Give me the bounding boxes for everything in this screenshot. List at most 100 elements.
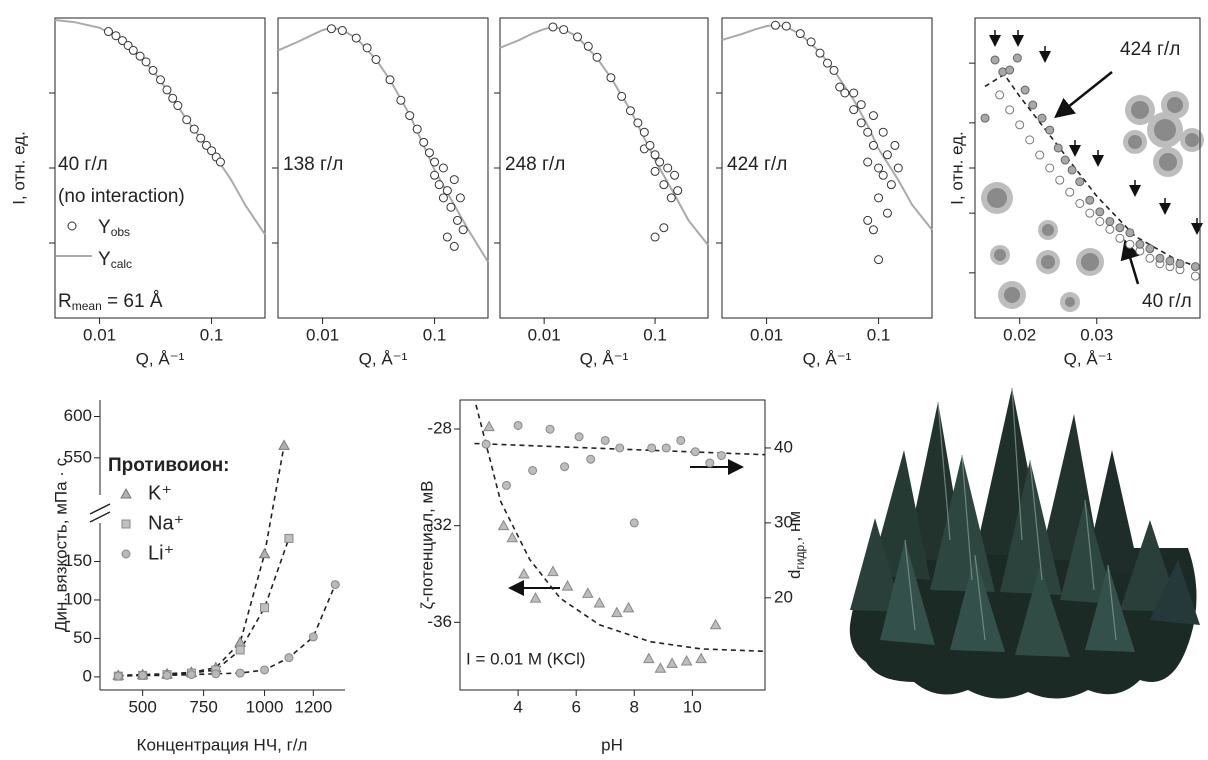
circle-marker [442, 232, 452, 242]
y-tick-label: 100 [64, 589, 92, 608]
circle-marker [1155, 253, 1165, 263]
circle-marker [574, 432, 584, 442]
circle-marker [633, 118, 643, 128]
circle-marker [559, 25, 569, 35]
y2-label-text: d [785, 570, 804, 579]
x-tick-label: 0.1 [423, 325, 447, 344]
circle-marker [795, 29, 805, 39]
circle-marker [455, 193, 465, 203]
circle-marker [396, 95, 406, 105]
circle-marker [438, 163, 448, 173]
triangle-marker [611, 606, 623, 618]
circle-marker [330, 580, 340, 590]
circle-marker [600, 435, 610, 445]
circle-marker [868, 111, 878, 121]
circle-marker [182, 115, 192, 125]
y2-tick-label: 30 [774, 512, 793, 531]
fit-line [277, 26, 489, 263]
circle-marker [856, 118, 866, 128]
circle-marker [458, 225, 468, 235]
circle-marker [186, 670, 196, 680]
circle-marker [639, 127, 649, 137]
circle-marker [863, 157, 873, 167]
fit-line [721, 23, 933, 231]
circle-marker [886, 180, 896, 190]
legend-text: Y [98, 249, 111, 270]
circle-marker [201, 140, 211, 150]
circle-marker [629, 518, 639, 528]
y-tick-label: 150 [64, 551, 92, 570]
circle-marker [138, 670, 148, 680]
y-tick-label: -32 [427, 515, 452, 534]
circle-marker [1075, 198, 1085, 208]
circle-marker [1055, 175, 1065, 185]
circle-marker [615, 443, 625, 453]
circle-marker [690, 447, 700, 457]
circle-marker [117, 36, 127, 46]
circle-marker [1190, 262, 1200, 272]
circle-marker [371, 54, 381, 64]
y2-tick-label: 40 [774, 437, 793, 456]
annotation: 40 г/л [58, 154, 108, 175]
circle-marker [625, 106, 635, 116]
legend-entry: Ycalc [98, 249, 132, 271]
plot-frame [459, 399, 766, 691]
triangle-marker [529, 592, 542, 603]
triangle-marker [506, 531, 519, 543]
circle-marker [560, 462, 570, 472]
circle-marker [121, 549, 131, 559]
circle-marker [650, 232, 660, 242]
circle-marker [716, 450, 726, 460]
circle-marker [326, 24, 336, 34]
circle-marker [1145, 253, 1155, 263]
square-marker [260, 603, 270, 613]
fit-line [499, 25, 709, 246]
x-tick-label: 0.01 [528, 325, 561, 344]
circle-marker [430, 170, 440, 180]
x-tick-label: 0.03 [1080, 325, 1113, 344]
legend-entry: Na⁺ [148, 512, 184, 534]
circle-marker [1037, 113, 1047, 123]
triangle-marker [561, 580, 574, 591]
triangle-marker [278, 439, 290, 450]
triangle-marker [581, 587, 594, 598]
circle-marker [449, 241, 459, 251]
triangle-marker [666, 657, 678, 668]
circle-marker [113, 671, 123, 681]
y-axis-label: ζ-потенциал, мВ [417, 481, 436, 610]
circle-marker [863, 127, 873, 137]
radius-label: Rmean = 61 Å [58, 291, 163, 313]
circle-marker [673, 186, 683, 196]
circle-marker [1005, 65, 1015, 75]
y-tick-label: -36 [427, 612, 452, 631]
triangle-marker [234, 636, 247, 647]
circle-marker [868, 225, 878, 235]
legend-text: Y [98, 217, 111, 238]
y2-tick-label: 20 [774, 587, 793, 606]
circle-marker [617, 91, 627, 101]
legend-entry: Li⁺ [148, 542, 174, 564]
circle-marker [1028, 100, 1038, 110]
y2-label-rest: , нм [785, 511, 804, 542]
annotation: 248 г/л [505, 154, 565, 175]
circle-marker [592, 52, 602, 62]
circle-marker [863, 215, 873, 225]
y-tick-label: 550 [64, 447, 92, 466]
triangle-marker [518, 567, 530, 579]
circle-marker [1035, 150, 1045, 160]
radius-sub: mean [72, 299, 102, 313]
x-tick-label: 8 [630, 697, 639, 716]
circle-marker [284, 653, 294, 663]
circle-marker [362, 43, 372, 53]
circle-marker [645, 140, 655, 150]
square-marker [235, 645, 245, 655]
triangle-marker [593, 596, 606, 608]
circle-marker [659, 180, 669, 190]
fit-line [118, 445, 285, 677]
circle-marker [1053, 143, 1063, 153]
circle-marker [128, 45, 138, 55]
circle-marker [666, 193, 676, 203]
triangle-marker [680, 654, 693, 666]
circle-marker [211, 669, 221, 679]
